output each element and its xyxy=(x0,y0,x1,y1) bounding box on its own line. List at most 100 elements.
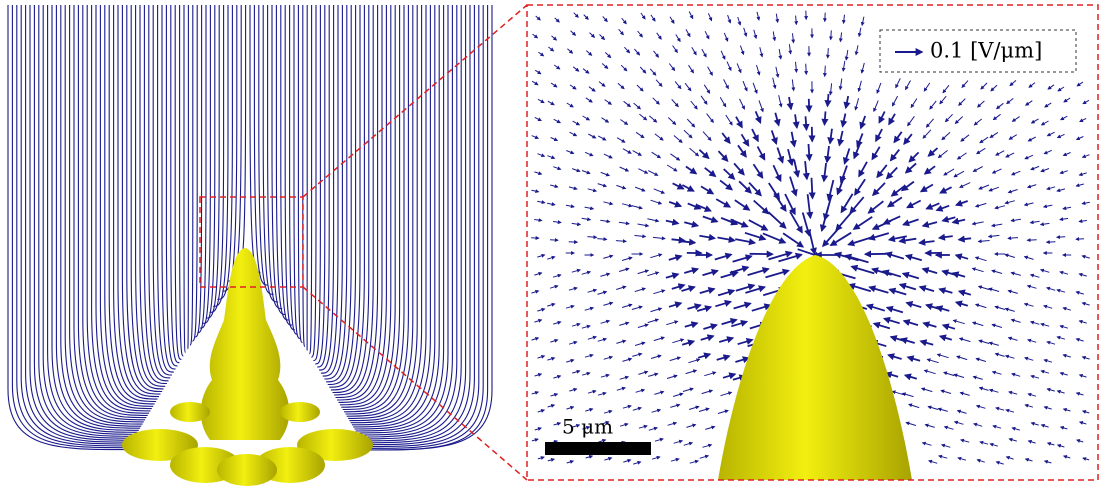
field-arrow xyxy=(673,46,678,53)
field-arrow xyxy=(855,98,858,110)
field-line xyxy=(21,5,130,444)
field-arrow xyxy=(688,305,701,309)
field-arrow xyxy=(1047,187,1055,189)
field-arrow xyxy=(940,336,952,339)
field-arrow xyxy=(649,116,656,122)
field-arrow xyxy=(1082,256,1090,258)
field-arrow xyxy=(1082,202,1090,203)
field-arrow xyxy=(531,190,538,192)
field-arrow xyxy=(724,169,735,179)
field-arrow xyxy=(920,287,934,291)
field-arrow xyxy=(720,97,726,106)
field-arrow xyxy=(572,324,580,326)
field-arrow xyxy=(874,101,878,112)
field-arrow xyxy=(1025,405,1033,407)
field-arrow xyxy=(685,83,691,91)
field-line xyxy=(345,5,408,414)
field-arrow xyxy=(989,289,999,292)
field-arrow xyxy=(925,425,934,428)
field-arrow xyxy=(955,422,964,425)
field-arrow xyxy=(943,325,955,329)
field-arrow xyxy=(566,360,574,362)
field-arrow xyxy=(744,28,747,36)
field-arrow xyxy=(769,183,779,199)
field-arrow xyxy=(585,409,592,411)
field-arrow xyxy=(588,337,596,340)
field-arrow xyxy=(538,52,543,56)
field-arrow xyxy=(728,15,731,23)
field-arrow xyxy=(735,239,754,243)
field-arrow xyxy=(1057,391,1064,393)
field-arrow xyxy=(623,149,631,154)
field-arrow xyxy=(550,340,557,342)
field-arrow xyxy=(548,101,554,105)
field-arrow xyxy=(686,370,697,373)
field-arrow xyxy=(959,99,966,106)
field-line xyxy=(309,5,311,354)
field-arrow xyxy=(686,425,695,428)
field-arrow xyxy=(996,408,1004,410)
field-arrow xyxy=(598,184,607,187)
field-arrow xyxy=(686,167,696,174)
field-line xyxy=(206,5,219,318)
field-arrow xyxy=(759,100,763,111)
field-arrow xyxy=(554,65,560,69)
field-arrow xyxy=(745,287,764,293)
field-arrow xyxy=(651,200,662,204)
field-arrow xyxy=(1060,272,1068,274)
field-arrow xyxy=(874,324,890,329)
field-arrow xyxy=(1047,389,1055,391)
field-arrow xyxy=(668,118,675,125)
field-arrow xyxy=(877,165,887,177)
field-arrow xyxy=(980,442,988,444)
field-arrow xyxy=(691,101,697,109)
dendrite-lobe xyxy=(217,454,277,486)
field-arrow xyxy=(666,221,678,224)
field-arrow xyxy=(675,81,681,88)
field-arrow xyxy=(995,307,1005,310)
field-arrow xyxy=(957,356,967,359)
field-arrow xyxy=(534,320,541,322)
field-arrow xyxy=(651,15,655,21)
field-arrow xyxy=(953,320,964,323)
field-arrow xyxy=(1031,376,1039,378)
field-arrow xyxy=(632,206,642,209)
field-arrow xyxy=(600,274,609,277)
field-arrow xyxy=(1083,155,1090,158)
field-arrow xyxy=(569,389,576,391)
field-arrow xyxy=(598,339,607,342)
field-arrow xyxy=(846,50,848,60)
field-arrow xyxy=(586,51,591,56)
field-arrow xyxy=(843,61,845,71)
field-arrow xyxy=(1058,134,1065,137)
field-arrow xyxy=(703,271,718,275)
field-arrow xyxy=(703,132,711,141)
field-arrow xyxy=(1012,374,1020,377)
field-arrow xyxy=(639,426,647,428)
field-arrow xyxy=(977,406,986,409)
field-arrow xyxy=(666,274,678,278)
field-arrow xyxy=(705,427,714,430)
field-arrow xyxy=(867,305,885,310)
field-arrow xyxy=(1032,119,1039,123)
dendrite-tip-zoom xyxy=(718,255,912,480)
field-arrow xyxy=(669,202,681,206)
field-arrow xyxy=(1058,87,1064,91)
field-arrow xyxy=(551,394,558,396)
field-arrow xyxy=(773,78,776,89)
field-arrow xyxy=(900,239,917,242)
field-arrow xyxy=(937,354,948,357)
field-arrow xyxy=(956,255,968,259)
field-arrow xyxy=(911,99,917,108)
field-arrow xyxy=(793,33,794,42)
field-arrow xyxy=(783,233,803,247)
field-arrow xyxy=(888,197,902,206)
field-arrow xyxy=(995,354,1004,357)
field-arrow xyxy=(904,134,912,144)
field-arrow xyxy=(921,185,933,192)
field-arrow xyxy=(980,137,988,143)
field-arrow xyxy=(689,12,693,19)
field-arrow xyxy=(749,220,767,230)
field-arrow xyxy=(567,103,573,107)
field-arrow xyxy=(809,230,814,253)
